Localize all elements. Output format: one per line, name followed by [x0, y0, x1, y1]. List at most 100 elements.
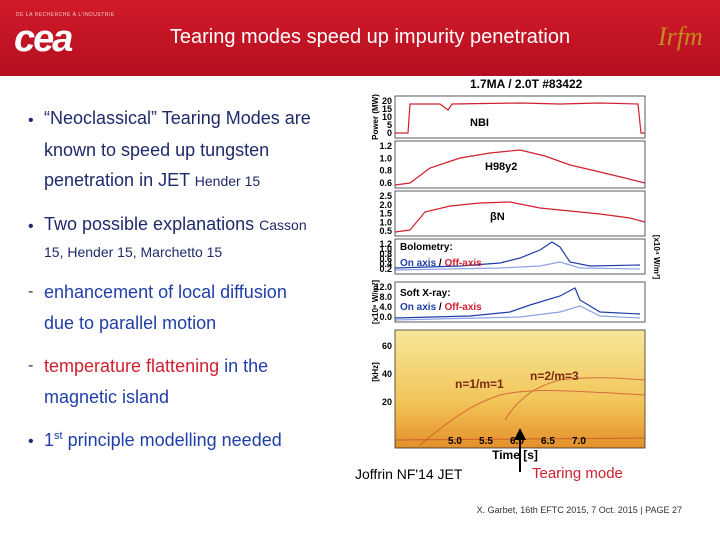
arrow-head — [514, 428, 526, 440]
y-tick-label: 0.6 — [379, 254, 392, 264]
footer: X. Garbet, 16th EFTC 2015, 7 Oct. 2015 |… — [420, 505, 682, 515]
slide-title: Tearing modes speed up impurity penetrat… — [169, 26, 571, 48]
y-axis-label: Power (MW) — [371, 94, 380, 140]
figure-caption: Joffrin NF'14 JET — [355, 466, 463, 482]
trace — [394, 201, 646, 233]
y-axis-label: [kHz] — [371, 362, 380, 382]
bullet-marker: - — [28, 283, 34, 300]
y-tick-label: 5 — [387, 120, 392, 130]
trace — [395, 102, 645, 134]
text: known to speed up tungsten — [44, 140, 270, 160]
bullet-text: 15, Hender 15, Marchetto 15 — [44, 244, 222, 260]
bullet-text: enhancement of local diffusion — [44, 282, 287, 303]
y-tick-label: 0.8 — [379, 166, 392, 176]
y-tick-label: 1.0 — [379, 244, 392, 254]
trace — [394, 241, 641, 269]
panel-frame — [394, 190, 646, 237]
panel-label: Bolometry: — [400, 242, 453, 253]
bullet-text: magnetic island — [44, 387, 169, 408]
figure-title: 1.7MA / 2.0T #83422 — [470, 77, 583, 91]
org-logo: cea — [14, 18, 73, 60]
y-tick-label: 10 — [382, 112, 392, 122]
superscript: st — [54, 430, 63, 442]
bullet-marker: • — [28, 112, 34, 129]
page-number: PAGE 27 — [645, 505, 682, 515]
y-tick-label: 1.0 — [379, 217, 392, 227]
header-bar: DE LA RECHERCHE À L'INDUSTRIE cea Tearin… — [0, 0, 720, 76]
partner-logo: Irfm — [658, 22, 703, 51]
y-tick-label: 12.0 — [374, 282, 392, 292]
y-tick-label: 15 — [382, 104, 392, 114]
y-tick-label: 4.0 — [379, 302, 392, 312]
text: “Neoclassical” Tearing Modes are — [44, 108, 311, 128]
bullet-marker: - — [28, 357, 34, 374]
panel-label: n=2/m=3 — [530, 369, 579, 383]
x-tick-label: 7.0 — [572, 436, 586, 447]
y-tick-label: 20 — [382, 397, 392, 407]
text: magnetic island — [44, 387, 170, 407]
panel-frame — [394, 281, 646, 323]
y-tick-label: 40 — [382, 369, 392, 379]
x-axis-label: Time [s] — [492, 448, 538, 462]
text: 1 — [44, 430, 55, 450]
y-tick-label: 1.0 — [379, 153, 392, 163]
reference: 15, Hender 15, Marchetto 15 — [44, 244, 223, 260]
bullet-text: due to parallel motion — [44, 313, 216, 334]
reference: Hender 15 — [194, 173, 261, 189]
trace — [394, 261, 641, 271]
panel-label: Soft X-ray: — [400, 288, 451, 299]
y-tick-label: 1.2 — [379, 239, 392, 249]
x-tick-label: 5.0 — [448, 436, 462, 447]
trace — [394, 287, 641, 319]
y-tick-label: 8.0 — [379, 292, 392, 302]
bullet-text: temperature flattening in the — [44, 356, 268, 377]
annotation: Tearing mode — [532, 465, 623, 482]
y-tick-label: 60 — [382, 341, 392, 351]
panel-label: H98y2 — [485, 161, 517, 173]
legend-entry: / — [436, 302, 444, 313]
y-tick-label: 0.4 — [379, 259, 392, 269]
y-tick-label: 2.5 — [379, 191, 392, 201]
legend-entry: On axis — [400, 302, 437, 313]
y-tick-label: 1.5 — [379, 209, 392, 219]
trace — [394, 305, 641, 321]
y-tick-label: 0.0 — [379, 312, 392, 322]
bullet-text: penetration in JET Hender 15 — [44, 170, 260, 191]
legend-entry: Off-axis — [444, 302, 482, 313]
legend-entry: Off-axis — [444, 258, 482, 269]
panel-label: βN — [490, 211, 505, 223]
x-tick-label: 6.0 — [510, 436, 524, 447]
text: enhancement of local diffusion — [44, 282, 287, 302]
panel-legend: On axis / Off-axis — [400, 302, 482, 313]
bullet-text: “Neoclassical” Tearing Modes are — [44, 108, 311, 129]
bullet-text: known to speed up tungsten — [44, 140, 269, 161]
panel-label: NBI — [470, 117, 489, 129]
y-tick-label: 0 — [387, 128, 392, 138]
text: temperature flattening — [44, 356, 220, 376]
streak — [504, 377, 646, 421]
panel-frame — [394, 238, 646, 275]
y-tick-label: 0.2 — [379, 264, 392, 274]
reference: Casson — [259, 217, 307, 233]
y-tick-label: 0.5 — [379, 226, 392, 236]
bullet-marker: • — [28, 218, 34, 235]
y-tick-label: 0.6 — [379, 178, 392, 188]
streak — [419, 389, 646, 446]
trace — [394, 149, 646, 186]
panel-legend: On axis / Off-axis — [400, 258, 482, 269]
panel-frames — [394, 95, 646, 449]
y-tick-label: 20 — [382, 96, 392, 106]
separator: | — [640, 505, 643, 515]
y-axis-label: [x10⁴ W/m²] — [652, 235, 661, 280]
text: in the — [219, 356, 269, 376]
footer-text: X. Garbet, 16th EFTC 2015, 7 Oct. 2015 — [476, 505, 638, 515]
traces — [394, 102, 646, 321]
panel-label: n=1/m=1 — [455, 377, 504, 391]
org-tagline: DE LA RECHERCHE À L'INDUSTRIE — [16, 12, 115, 18]
bullet-text: 1st principle modelling needed — [44, 430, 282, 451]
panel-frame — [394, 95, 646, 139]
x-tick-label: 5.5 — [479, 436, 493, 447]
bullet-marker: • — [28, 433, 34, 450]
